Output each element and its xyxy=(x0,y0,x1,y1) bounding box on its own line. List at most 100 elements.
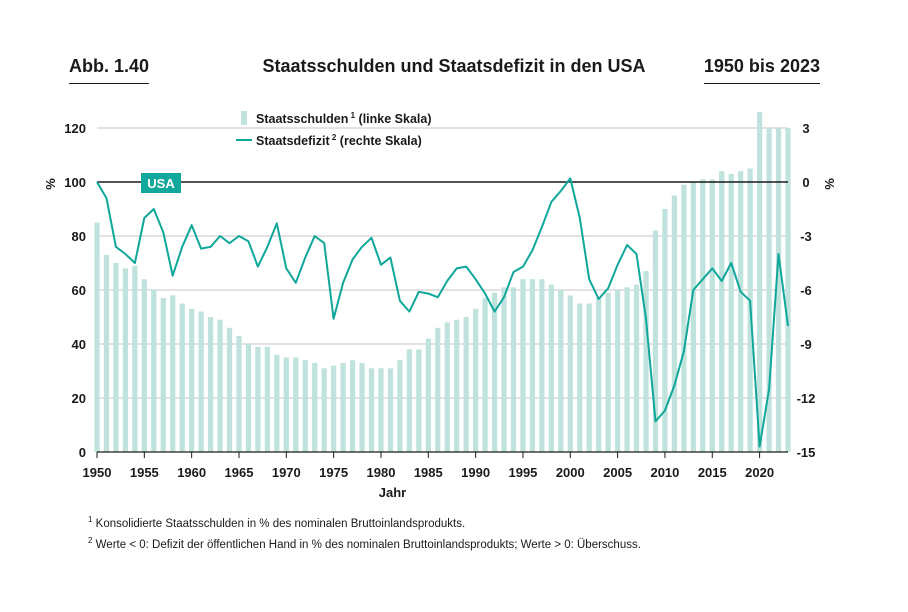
debt-bar xyxy=(321,368,327,452)
x-tick-label: 1975 xyxy=(319,465,348,480)
debt-bar xyxy=(435,327,441,452)
legend-deficit-label: Staatsdefizit 2 (rechte Skala) xyxy=(256,133,422,148)
y-left-tick-label: 100 xyxy=(64,175,86,190)
debt-bar xyxy=(141,279,147,452)
debt-bar xyxy=(113,263,119,452)
debt-bar xyxy=(501,287,507,452)
footnote-1: 1 Konsolidierte Staatsschulden in % des … xyxy=(88,515,465,530)
debt-bar xyxy=(416,349,422,452)
debt-bar xyxy=(463,317,469,452)
debt-bar xyxy=(264,346,270,452)
debt-bar xyxy=(151,290,157,452)
y-right-axis-label: % xyxy=(822,178,837,190)
country-badge-label: USA xyxy=(147,176,175,191)
debt-bar xyxy=(378,368,384,452)
debt-bar xyxy=(539,279,545,452)
debt-bar xyxy=(454,319,460,452)
y-right-tick-label: -9 xyxy=(800,337,812,352)
debt-bar xyxy=(94,222,100,452)
y-left-tick-label: 0 xyxy=(79,445,86,460)
debt-bar xyxy=(690,182,696,452)
x-tick-label: 1970 xyxy=(272,465,301,480)
x-tick-label: 2020 xyxy=(745,465,774,480)
debt-bar xyxy=(681,184,687,452)
debt-bar xyxy=(245,344,252,452)
debt-bar xyxy=(226,327,233,452)
x-tick-label: 2015 xyxy=(698,465,727,480)
debt-bar xyxy=(274,354,280,452)
x-tick-label: 1965 xyxy=(225,465,254,480)
x-tick-label: 1980 xyxy=(367,465,396,480)
debt-bar xyxy=(633,284,640,452)
debt-bar xyxy=(425,338,431,452)
debt-bar xyxy=(368,368,375,452)
y-left-tick-label: 60 xyxy=(72,283,86,298)
debt-bar xyxy=(160,298,166,452)
debt-bar xyxy=(671,195,678,452)
chart-title: Staatsschulden und Staatsdefizit in den … xyxy=(262,56,646,76)
x-tick-label: 1995 xyxy=(508,465,537,480)
debt-bar xyxy=(766,128,772,452)
debt-bar xyxy=(132,265,138,452)
debt-bar xyxy=(558,290,564,452)
debt-bar xyxy=(738,171,744,452)
y-left-axis-label: % xyxy=(43,178,58,190)
x-tick-label: 1950 xyxy=(83,465,112,480)
footnote-2-mark: 2 xyxy=(88,536,93,545)
debt-bar xyxy=(605,292,611,452)
debt-bar xyxy=(312,362,318,452)
debt-bar xyxy=(491,292,498,452)
debt-bar xyxy=(255,346,261,452)
y-left-tick-label: 20 xyxy=(72,391,86,406)
debt-bar xyxy=(207,317,214,452)
debt-bar xyxy=(652,230,659,452)
debt-bar xyxy=(302,360,308,452)
debt-bar xyxy=(198,311,204,452)
x-tick-label: 2005 xyxy=(603,465,632,480)
y-left-tick-label: 80 xyxy=(72,229,86,244)
debt-bar xyxy=(709,179,715,453)
period-label: 1950 bis 2023 xyxy=(703,56,820,84)
debt-bar xyxy=(567,295,573,452)
debt-bar xyxy=(482,298,488,452)
x-tick-label: 1960 xyxy=(177,465,206,480)
debt-bar xyxy=(520,279,526,452)
debt-bar xyxy=(719,171,725,452)
debt-bar xyxy=(529,279,536,452)
debt-bar xyxy=(179,303,185,452)
debt-bar xyxy=(662,209,668,452)
debt-bar xyxy=(103,254,110,452)
debt-bar xyxy=(340,362,346,452)
figure-label: Abb. 1.40 xyxy=(69,56,150,84)
debt-bar xyxy=(624,287,630,452)
debt-bar xyxy=(397,360,403,452)
x-tick-label: 1990 xyxy=(461,465,490,480)
x-tick-label: 2000 xyxy=(556,465,585,480)
y-right-tick-label: -15 xyxy=(797,445,816,460)
debt-bar xyxy=(785,128,791,452)
debt-bar xyxy=(236,335,242,452)
y-left-tick-label: 120 xyxy=(64,121,86,136)
legend-debt-label: Staatsschulden 1 (linke Skala) xyxy=(256,111,432,126)
debt-bar xyxy=(331,365,337,452)
debt-bar xyxy=(122,268,129,452)
debt-bar xyxy=(756,111,763,453)
legend-bar-swatch xyxy=(241,111,247,125)
debt-bar xyxy=(473,308,479,452)
y-left-tick-label: 40 xyxy=(72,337,86,352)
debt-bar xyxy=(548,284,554,452)
debt-bar xyxy=(349,360,356,452)
debt-bar xyxy=(596,298,602,452)
country-badge xyxy=(141,173,181,193)
debt-bar xyxy=(387,368,394,452)
footnote-1-mark: 1 xyxy=(88,515,93,524)
x-axis-label: Jahr xyxy=(379,485,406,500)
y-right-tick-label: -3 xyxy=(800,229,812,244)
debt-bar xyxy=(643,271,649,452)
footnote-1-text: Konsolidierte Staatsschulden in % des no… xyxy=(95,517,466,530)
debt-bar xyxy=(510,287,517,452)
debt-bar xyxy=(775,128,782,452)
y-right-tick-label: -6 xyxy=(800,283,812,298)
footnote-2-text: Werte < 0: Defizit der öffentlichen Hand… xyxy=(95,538,641,551)
